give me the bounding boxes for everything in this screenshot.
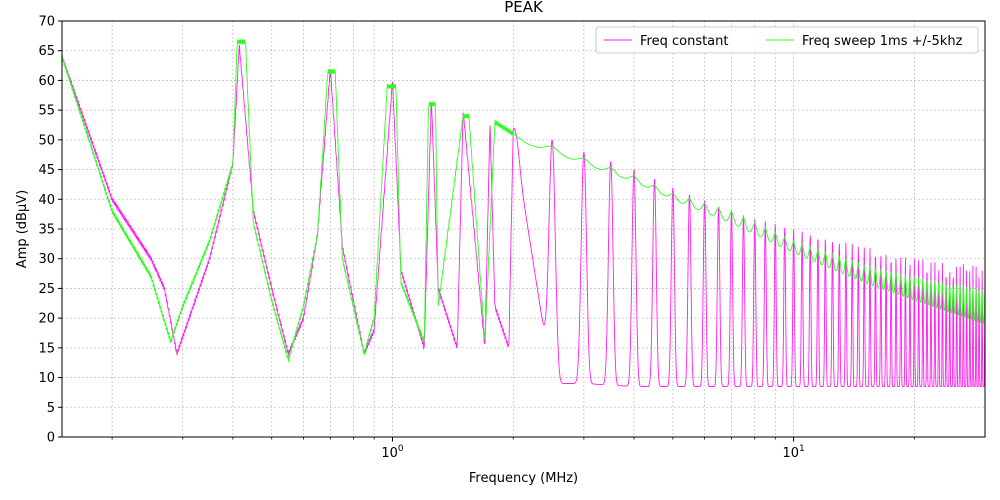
y-tick-label: 0 (47, 431, 55, 446)
y-tick-label: 35 (38, 223, 55, 238)
y-tick-label: 5 (47, 401, 55, 416)
y-tick-label: 30 (38, 252, 55, 267)
y-tick-label: 60 (38, 74, 55, 89)
series-line-freq-sweep (61, 38, 986, 362)
series-line-freq-constant (61, 44, 986, 387)
y-tick-label: 15 (38, 341, 55, 356)
y-tick-label: 40 (38, 193, 55, 208)
y-tick-label: 50 (38, 133, 55, 148)
legend-label-freq-sweep: Freq sweep 1ms +/-5khz (802, 34, 963, 49)
chart-title: PEAK (504, 0, 544, 16)
y-tick-label: 70 (38, 15, 55, 30)
y-tick-label: 10 (38, 371, 55, 386)
legend: Freq constant Freq sweep 1ms +/-5khz (595, 26, 979, 54)
y-axis-label: Amp (dBµV) (15, 190, 30, 268)
y-tick-label: 25 (38, 282, 55, 297)
y-tick-label: 20 (38, 312, 55, 327)
series-layer (61, 38, 986, 387)
x-tick-label: 101 (782, 444, 804, 461)
tick-labels: 0 5 10 15 20 25 30 35 40 45 50 55 60 65 70 100 101 (38, 15, 915, 461)
y-tick-label: 45 (38, 163, 55, 178)
legend-label-freq-constant: Freq constant (640, 34, 729, 49)
y-tick-label: 55 (38, 104, 55, 119)
x-tick-label: 100 (381, 444, 404, 461)
y-tick-label: 65 (38, 44, 55, 59)
x-axis-label: Frequency (MHz) (469, 471, 578, 486)
